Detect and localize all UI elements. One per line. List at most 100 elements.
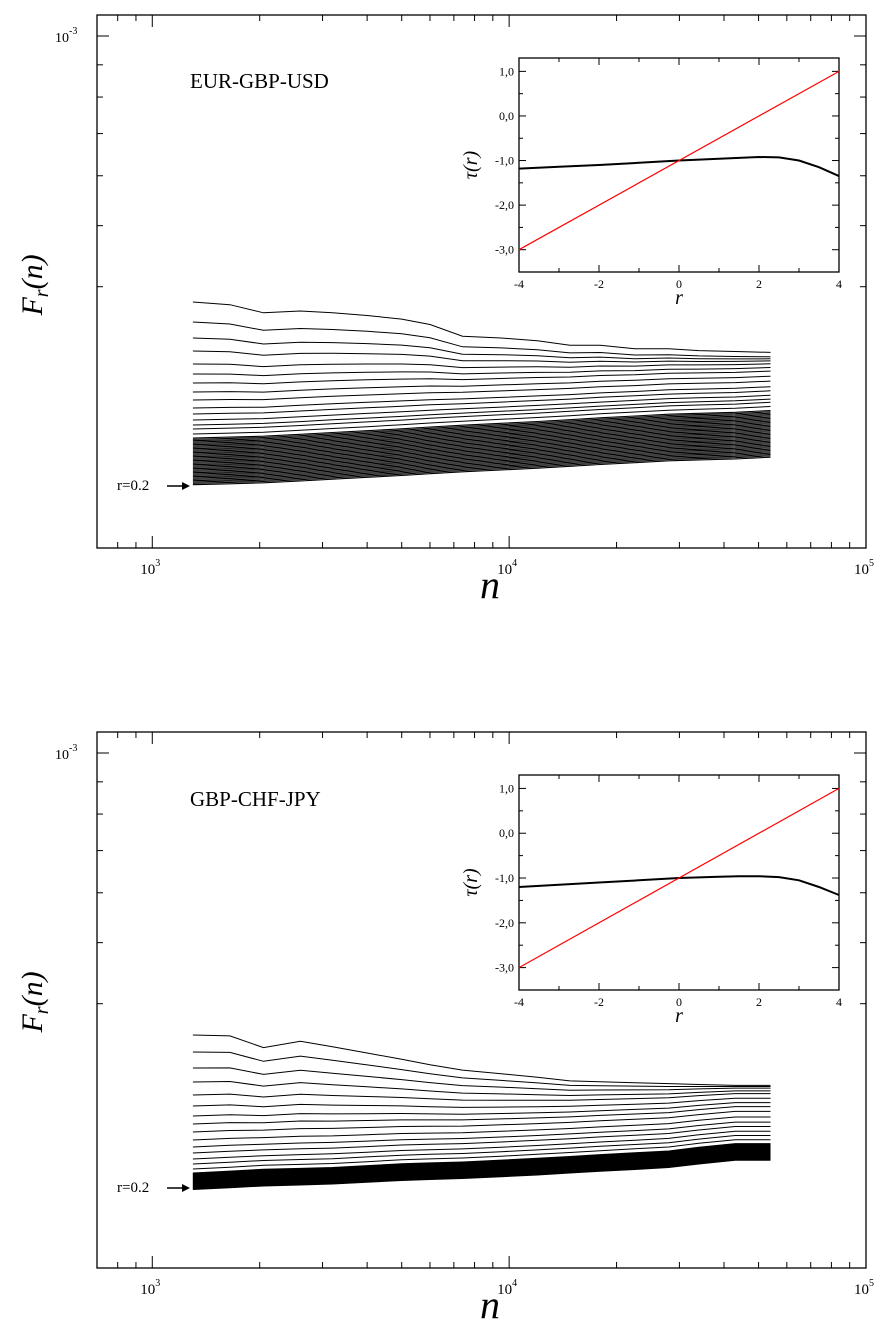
- plot-frame: [96, 14, 867, 549]
- curve-line-dense: [192, 427, 771, 456]
- curve-line: [192, 380, 771, 401]
- curve-line-dense: [192, 453, 771, 483]
- inset-y-tick-label: -3,0: [495, 961, 514, 975]
- curve-line-dense: [192, 415, 771, 444]
- curve-line-dense: [192, 424, 771, 454]
- inset-y-tick-label: -1,0: [495, 871, 514, 885]
- inset-tau-curve: [518, 155, 840, 178]
- curve-line-dense: [192, 416, 771, 446]
- curve-line: [192, 390, 771, 415]
- inset-x-tick-label: -2: [594, 995, 604, 1009]
- x-tick-label: 104: [497, 1278, 517, 1298]
- inset-y-tick-label: -2,0: [495, 198, 514, 212]
- x-tick-label: 103: [140, 1278, 160, 1298]
- inset-y-tick-label: 0,0: [499, 109, 514, 123]
- inset-x-axis-label: r: [675, 287, 683, 309]
- inset-y-tick-label: -1,0: [495, 154, 514, 168]
- y-tick-label: 10-3: [55, 26, 77, 46]
- curve-line: [192, 350, 771, 363]
- x-axis-label: n: [480, 1282, 500, 1327]
- curve-line: [192, 367, 771, 377]
- curve-line-dense: [192, 456, 771, 486]
- curve-line: [192, 1135, 771, 1165]
- curve-line-dense: [192, 455, 771, 484]
- x-tick-label: 104: [497, 558, 517, 578]
- inset-x-tick-label: -4: [514, 995, 524, 1009]
- curve-line-dense: [192, 417, 771, 447]
- curve-line-dense: [192, 420, 771, 450]
- inset-frame: [518, 57, 840, 273]
- curve-line: [192, 1116, 771, 1141]
- inset-x-tick-label: -2: [594, 277, 604, 291]
- curve-line: [192, 363, 771, 369]
- inset-reference-line: [518, 787, 840, 969]
- inset-tau-curve: [518, 875, 840, 896]
- inset-y-tick-label: 1,0: [499, 64, 514, 78]
- curve-line: [192, 1067, 771, 1091]
- curve-line-dense: [192, 421, 771, 451]
- curve-line: [192, 301, 771, 353]
- inset-x-tick-label: 4: [836, 277, 842, 291]
- inset-x-tick-label: 0: [676, 277, 682, 291]
- curve-line: [192, 1051, 771, 1087]
- curve-line: [192, 1093, 771, 1101]
- curve-line: [192, 386, 771, 409]
- inset-x-tick-label: -4: [514, 277, 524, 291]
- plot-frame: [96, 731, 867, 1269]
- inset-plot: -4 -2 0 2 4 1,0 0,0 -1,0 -2,0 -3,0 r τ(r): [460, 774, 842, 1027]
- x-axis-label: n: [480, 562, 500, 607]
- curve-line-dense: [192, 447, 771, 476]
- fluctuation-curves: [192, 1034, 771, 1191]
- curve-line-dense: [192, 445, 771, 475]
- curve-line-dense: [192, 433, 771, 463]
- curve-line-dense: [192, 440, 771, 470]
- r-annotation: r=0.2: [117, 1180, 149, 1196]
- x-tick-label: 105: [854, 1278, 874, 1298]
- inset-x-tick-label: 4: [836, 995, 842, 1009]
- curve-line-dense: [192, 423, 771, 452]
- curve-line: [192, 1102, 771, 1117]
- curve-line: [192, 401, 771, 430]
- inset-x-tick-label: 2: [756, 995, 762, 1009]
- fluctuation-curves: [192, 301, 771, 486]
- curve-line-dense: [192, 428, 771, 458]
- curve-line: [192, 1097, 771, 1108]
- curve-line: [192, 1080, 771, 1097]
- curve-line-dense: [192, 432, 771, 462]
- curve-line-dense: [192, 409, 771, 439]
- curve-line: [192, 398, 771, 426]
- curve-line-dense: [192, 425, 771, 455]
- y-tick-label: 10-3: [55, 743, 77, 763]
- curve-line-dense: [192, 444, 771, 474]
- curve-line-dense: [192, 452, 771, 482]
- x-tick-label: 103: [140, 558, 160, 578]
- curve-line-dense: [192, 449, 771, 479]
- y-axis-label: Fr(n): [16, 971, 53, 1033]
- curve-line: [192, 1034, 771, 1086]
- inset-y-axis-label: τ(r): [460, 868, 482, 897]
- annotation-arrowhead: [182, 1184, 190, 1192]
- curve-line: [192, 1130, 771, 1160]
- inset-frame: [518, 774, 840, 991]
- panel-1: 103 104 105 10-3 EUR-GBP-USD Fr(n) n r=0.2 -4 -2 0…: [16, 14, 874, 607]
- curve-line: [192, 321, 771, 358]
- curve-line-dense: [192, 412, 771, 442]
- inset-x-tick-label: 0: [676, 995, 682, 1009]
- inset-reference-line: [518, 70, 840, 251]
- curve-line-dense: [192, 431, 771, 460]
- curve-line: [192, 1110, 771, 1133]
- r-annotation: r=0.2: [117, 478, 149, 494]
- curve-line-dense: [192, 413, 771, 443]
- curve-line-dense: [192, 443, 771, 472]
- curve-line: [192, 1106, 771, 1125]
- inset-y-tick-label: -2,0: [495, 916, 514, 930]
- inset-plot: -4 -2 0 2 4 1,0 0,0 -1,0 -2,0 -3,0 r τ(r): [460, 57, 842, 309]
- curve-line-dense: [192, 436, 771, 466]
- curve-line-dense: [192, 439, 771, 468]
- curve-line: [192, 1121, 771, 1148]
- inset-x-tick-label: 2: [756, 277, 762, 291]
- curve-line: [192, 1126, 771, 1154]
- curve-line: [192, 337, 771, 360]
- curve-line-dense: [192, 419, 771, 448]
- chart-title: GBP-CHF-JPY: [190, 787, 321, 811]
